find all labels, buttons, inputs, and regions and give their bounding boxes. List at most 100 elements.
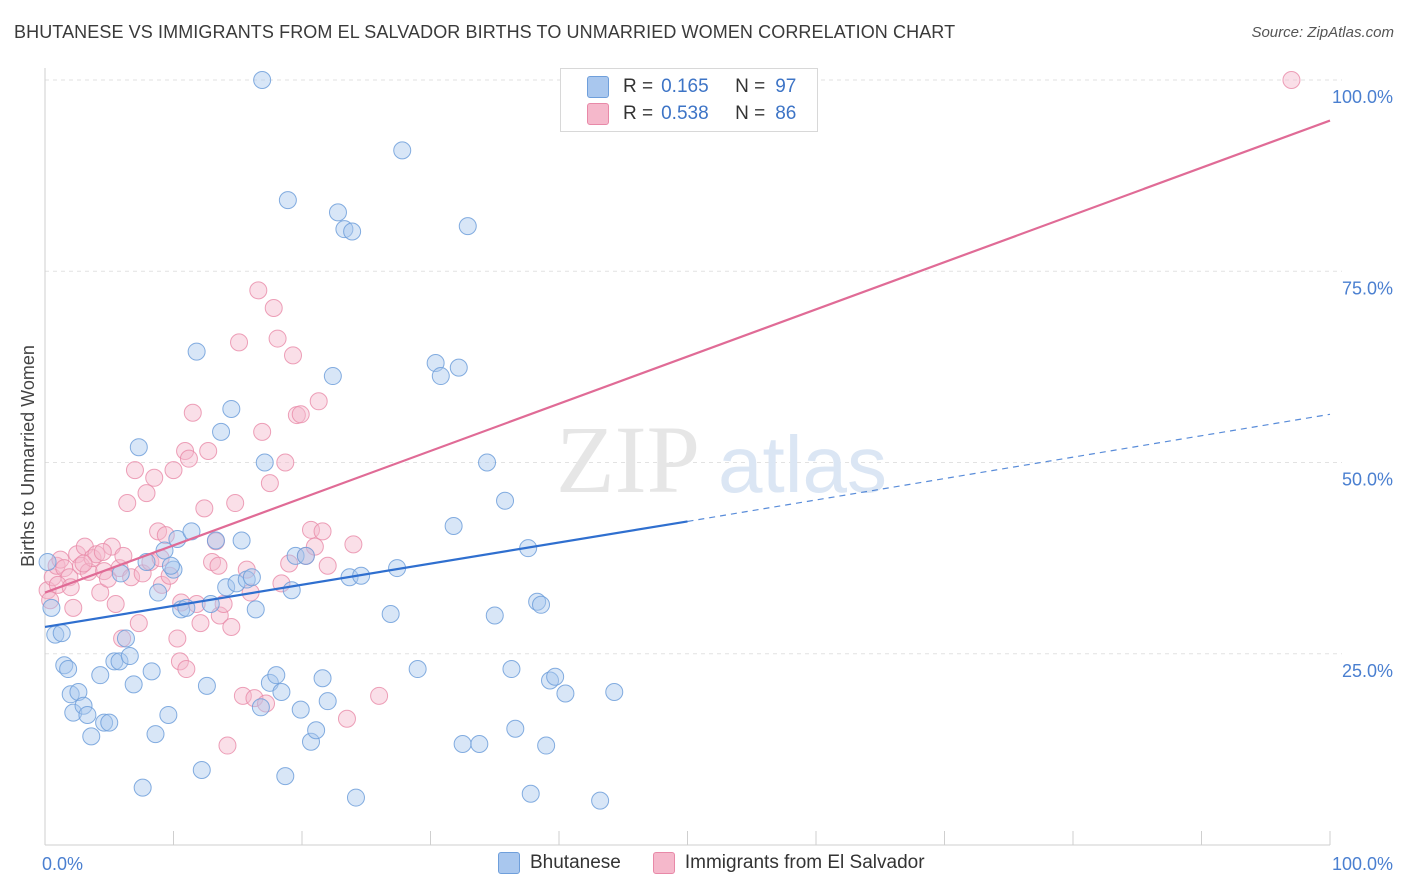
data-point-el-salvador	[284, 346, 303, 365]
y-axis-label: Births to Unmarried Women	[18, 345, 38, 567]
data-point-bhutanese	[159, 705, 178, 724]
data-point-bhutanese	[313, 669, 332, 688]
data-point-el-salvador	[305, 537, 324, 556]
data-point-el-salvador	[249, 281, 268, 300]
data-point-bhutanese	[301, 732, 320, 751]
data-point-bhutanese	[537, 736, 556, 755]
data-point-bhutanese	[556, 684, 575, 703]
data-point-bhutanese	[546, 667, 565, 686]
data-point-bhutanese	[453, 735, 472, 754]
watermark-zip: ZIP	[556, 406, 700, 513]
data-point-bhutanese	[282, 581, 301, 600]
data-point-bhutanese	[307, 721, 326, 740]
data-point-el-salvador	[268, 329, 287, 348]
data-point-el-salvador	[125, 461, 144, 480]
data-point-bhutanese	[251, 698, 270, 717]
data-point-bhutanese	[286, 546, 305, 565]
data-point-bhutanese	[323, 367, 342, 386]
data-point-bhutanese	[217, 578, 236, 597]
y-tick-label: 100.0%	[1332, 87, 1393, 107]
legend-label-bhutanese: Bhutanese	[530, 852, 621, 873]
watermark: ZIP atlas	[556, 406, 887, 513]
data-point-el-salvador	[344, 535, 363, 554]
y-tick-label: 25.0%	[1342, 661, 1393, 681]
data-point-el-salvador	[260, 474, 279, 493]
data-point-bhutanese	[187, 342, 206, 361]
data-point-bhutanese	[267, 666, 286, 685]
data-point-el-salvador	[93, 543, 112, 562]
data-point-bhutanese	[605, 683, 624, 701]
legend-label-el-salvador: Immigrants from El Salvador	[684, 852, 925, 873]
data-point-bhutanese	[100, 713, 119, 732]
legend-r-label: R =	[623, 103, 654, 124]
data-point-bhutanese	[232, 531, 251, 550]
legend-row-el-salvador: R = 0.538 N = 86	[587, 101, 796, 127]
x-tick-label: 0.0%	[42, 854, 83, 874]
data-point-el-salvador	[199, 442, 218, 461]
data-point-bhutanese	[78, 705, 97, 724]
trend-lines	[44, 119, 1331, 629]
data-point-bhutanese	[253, 71, 272, 89]
data-point-bhutanese	[381, 604, 400, 623]
data-point-bhutanese	[74, 696, 93, 715]
y-tick-label: 75.0%	[1342, 278, 1393, 298]
data-point-bhutanese	[444, 516, 463, 535]
data-point-el-salvador	[168, 629, 187, 648]
axis-layer	[44, 68, 1331, 846]
legend-n-label: N =	[735, 76, 766, 97]
data-point-bhutanese	[478, 453, 497, 472]
data-point-bhutanese	[346, 788, 365, 807]
legend-n-value: 97	[775, 76, 797, 97]
data-point-el-salvador	[218, 736, 237, 755]
data-point-bhutanese	[591, 791, 610, 810]
data-point-el-salvador	[337, 709, 356, 728]
legend-item-el-salvador: Immigrants from El Salvador	[652, 852, 925, 874]
data-point-bhutanese	[59, 660, 78, 679]
data-point-bhutanese	[133, 778, 152, 797]
data-point-bhutanese	[91, 666, 110, 685]
data-point-el-salvador	[226, 494, 245, 513]
data-point-bhutanese	[116, 629, 135, 648]
data-point-bhutanese	[246, 600, 265, 619]
data-point-el-salvador	[68, 545, 87, 564]
legend-n-label: N =	[735, 103, 766, 124]
data-point-el-salvador	[118, 494, 137, 513]
data-point-bhutanese	[242, 568, 261, 587]
data-point-el-salvador	[245, 689, 264, 708]
data-point-bhutanese	[110, 652, 129, 671]
trend-line-bhutanese	[44, 520, 688, 629]
data-point-bhutanese	[64, 703, 83, 722]
data-point-el-salvador	[177, 660, 196, 679]
data-point-bhutanese	[129, 438, 148, 457]
data-point-bhutanese	[212, 422, 231, 441]
data-point-bhutanese	[276, 767, 295, 786]
data-point-bhutanese	[506, 719, 525, 738]
data-point-el-salvador	[313, 522, 332, 541]
data-point-bhutanese	[222, 399, 241, 418]
legend-swatch-pink	[652, 852, 675, 874]
data-point-bhutanese	[296, 546, 315, 565]
data-point-bhutanese	[82, 727, 101, 746]
data-point-bhutanese	[227, 574, 246, 593]
data-point-bhutanese	[192, 761, 211, 780]
data-point-bhutanese	[485, 606, 504, 625]
tick-labels: 100.0% 75.0% 50.0% 25.0% 0.0% 100.0%	[42, 87, 1393, 874]
data-point-el-salvador	[137, 484, 156, 503]
data-point-el-salvador	[113, 629, 132, 648]
x-tick-label: 100.0%	[1332, 854, 1393, 874]
data-point-bhutanese	[278, 191, 297, 210]
data-point-bhutanese	[69, 683, 88, 701]
data-point-el-salvador	[233, 686, 252, 705]
legend-n-value: 86	[775, 103, 797, 124]
data-point-bhutanese	[408, 660, 427, 679]
data-point-bhutanese	[206, 531, 225, 550]
data-point-el-salvador	[264, 298, 283, 317]
legend-row-bhutanese: R = 0.165 N = 97	[587, 74, 796, 100]
data-point-el-salvador	[253, 422, 272, 441]
data-point-el-salvador	[170, 652, 189, 671]
data-point-el-salvador	[122, 568, 141, 587]
data-point-bhutanese	[343, 222, 362, 241]
watermark-atlas: atlas	[718, 420, 887, 509]
data-point-bhutanese	[272, 683, 291, 701]
